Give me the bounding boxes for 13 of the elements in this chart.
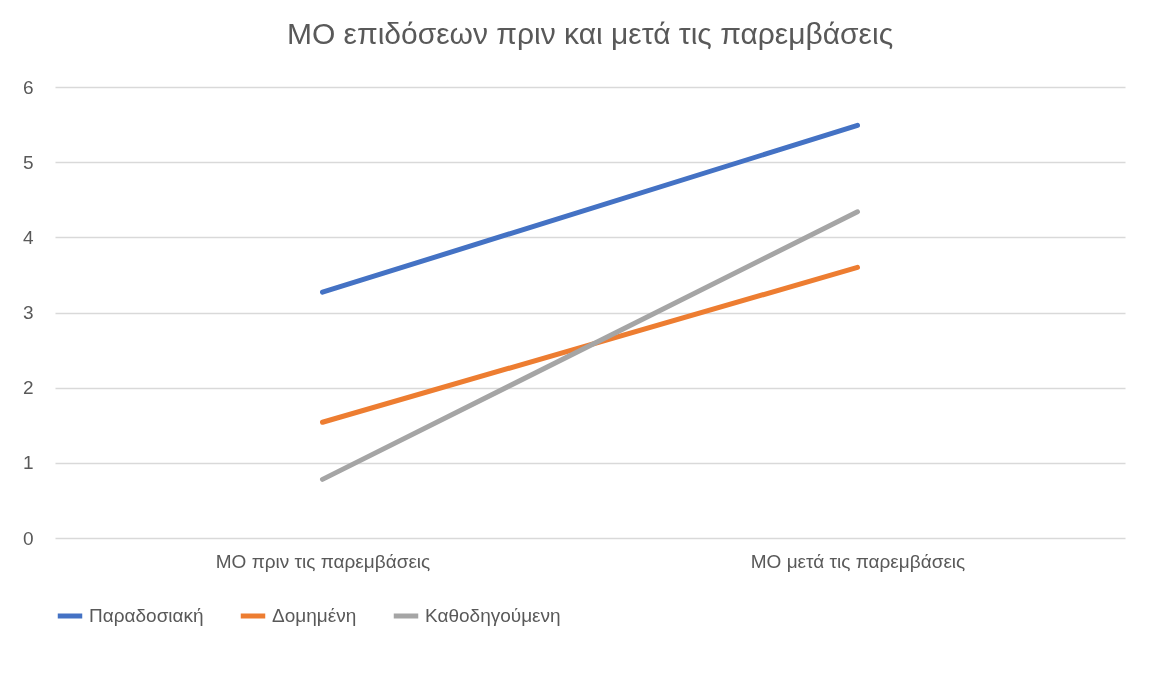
y-tick-label: 5 — [22, 151, 34, 173]
chart-title: ΜΟ επιδόσεων πριν και μετά τις παρεμβάσεις — [286, 17, 894, 50]
y-tick-label: 4 — [22, 226, 34, 248]
y-tick-label: 2 — [22, 377, 34, 399]
x-tick-label: ΜΟ μετά τις παρεμβάσεις — [750, 550, 966, 572]
y-tick-label: 0 — [22, 527, 34, 549]
legend-label: Καθοδηγούμενη — [425, 605, 561, 626]
legend-label: Παραδοσιακή — [89, 605, 204, 626]
y-tick-label: 6 — [22, 76, 34, 98]
x-tick-label: ΜΟ πριν τις παρεμβάσεις — [215, 550, 431, 572]
y-tick-label: 3 — [22, 302, 34, 323]
y-tick-label: 1 — [22, 452, 34, 474]
legend-label: Δομημένη — [272, 605, 357, 626]
